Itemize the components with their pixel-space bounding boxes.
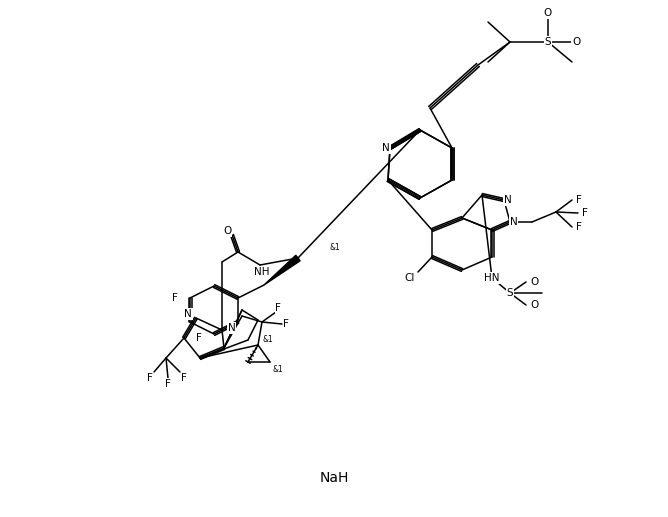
Text: &1: &1 — [329, 244, 341, 252]
Text: F: F — [275, 303, 281, 313]
Polygon shape — [264, 255, 300, 285]
Text: NaH: NaH — [319, 471, 349, 485]
Text: O: O — [530, 300, 538, 310]
Text: N: N — [228, 323, 236, 333]
Text: O: O — [544, 8, 552, 18]
Text: F: F — [576, 195, 582, 205]
Text: F: F — [582, 208, 588, 218]
Text: F: F — [165, 379, 171, 389]
Text: F: F — [147, 373, 153, 383]
Text: N: N — [504, 195, 512, 205]
Text: Cl: Cl — [405, 273, 415, 283]
Text: &1: &1 — [263, 336, 273, 344]
Text: F: F — [283, 319, 289, 329]
Text: O: O — [223, 226, 231, 236]
Text: F: F — [196, 333, 202, 343]
Text: S: S — [544, 37, 551, 47]
Text: S: S — [507, 288, 513, 298]
Text: N: N — [510, 217, 518, 227]
Text: N: N — [382, 143, 390, 153]
Text: F: F — [576, 222, 582, 232]
Text: O: O — [530, 277, 538, 287]
Text: N: N — [184, 309, 192, 319]
Text: O: O — [572, 37, 580, 47]
Text: &1: &1 — [273, 366, 283, 374]
Text: NH: NH — [255, 267, 270, 277]
Text: F: F — [181, 373, 187, 383]
Text: F: F — [172, 293, 178, 303]
Text: HN: HN — [484, 273, 500, 283]
